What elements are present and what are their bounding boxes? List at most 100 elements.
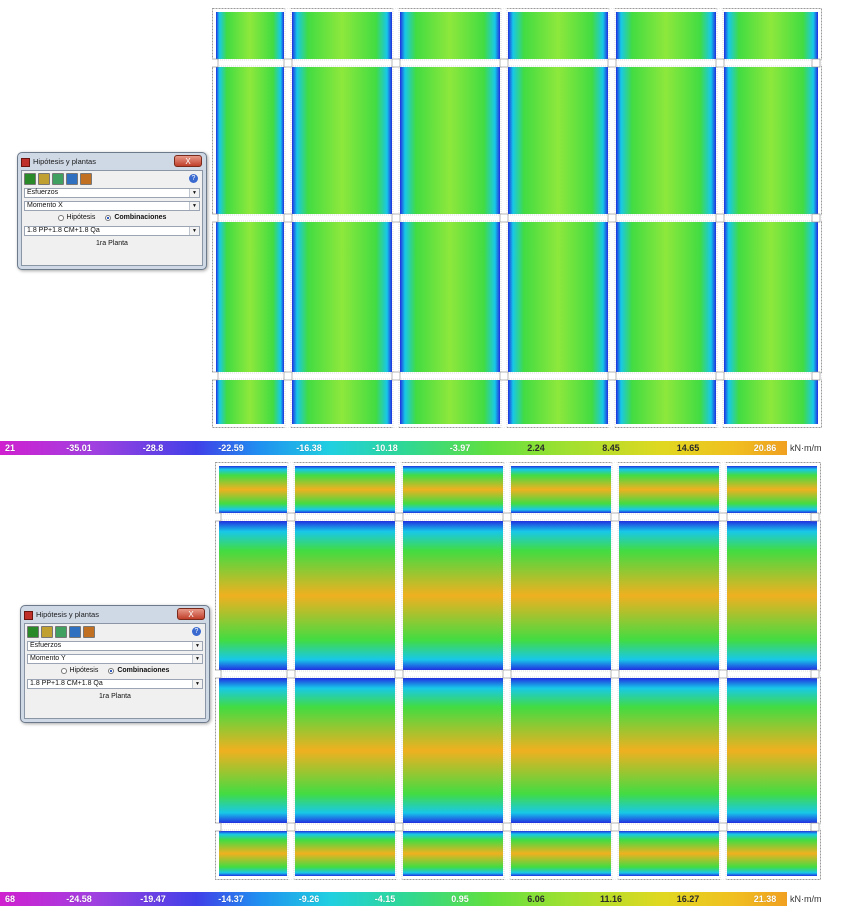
- colorbar-gradient: [0, 441, 787, 455]
- layers-icon[interactable]: [52, 173, 64, 185]
- column: [286, 512, 296, 522]
- beam-horizontal: [215, 823, 821, 831]
- gear-icon[interactable]: [24, 173, 36, 185]
- result-type-value: Esfuerzos: [30, 642, 62, 649]
- chevron-down-icon: ▼: [192, 642, 202, 650]
- slab-panel: [403, 831, 503, 876]
- pencil-icon[interactable]: [41, 626, 53, 638]
- slab-panel: [292, 12, 392, 59]
- slab-icon[interactable]: [66, 173, 78, 185]
- colorbar-tick-label: 0.95: [451, 894, 469, 904]
- column: [391, 371, 401, 381]
- column: [283, 58, 293, 68]
- column: [499, 213, 509, 223]
- dialog-body: ? Esfuerzos ▼ Momento X ▼ Hipótesis Comb…: [21, 170, 203, 266]
- help-icon[interactable]: ?: [189, 174, 198, 183]
- colorbar-tick-label: 11.16: [599, 894, 623, 904]
- radio-hypotheses[interactable]: Hipótesis: [57, 213, 95, 223]
- column: [718, 512, 728, 522]
- combination-select[interactable]: 1.8 PP+1.8 CM+1.8 Qa ▼: [27, 679, 203, 689]
- close-button[interactable]: X: [177, 608, 205, 620]
- beams: [215, 462, 821, 880]
- colorbar-tick-label: 6.06: [527, 894, 545, 904]
- slab-panel: [724, 222, 818, 372]
- column: [499, 371, 509, 381]
- colorbar-bottom: 68 -24.58 -19.47 -14.37 -9.26 -4.15 0.95 6.06 11…: [0, 892, 843, 906]
- column: [502, 669, 512, 679]
- column: [718, 669, 728, 679]
- column: [715, 58, 725, 68]
- component-select[interactable]: Momento X ▼: [24, 201, 200, 211]
- result-type-select[interactable]: Esfuerzos ▼: [24, 188, 200, 198]
- column: [212, 213, 219, 223]
- result-type-value: Esfuerzos: [27, 189, 59, 196]
- slab-panel: [219, 466, 287, 513]
- colorbar-tick-label: -35.01: [66, 443, 92, 453]
- pencil-icon[interactable]: [38, 173, 50, 185]
- beam-horizontal: [212, 372, 822, 380]
- column: [607, 371, 617, 381]
- slab-panel: [616, 67, 716, 214]
- combination-select[interactable]: 1.8 PP+1.8 CM+1.8 Qa ▼: [24, 226, 200, 236]
- dialog-titlebar[interactable]: Hipótesis y plantas: [24, 609, 99, 621]
- column: [811, 213, 821, 223]
- slab-moment-plot-top: [212, 8, 822, 428]
- beam-horizontal: [212, 214, 822, 222]
- layers-icon[interactable]: [55, 626, 67, 638]
- column: [715, 213, 725, 223]
- chevron-down-icon: ▼: [189, 227, 199, 235]
- column: [394, 512, 404, 522]
- beams: [212, 8, 822, 428]
- slab-panel: [216, 67, 284, 214]
- column: [283, 371, 293, 381]
- chevron-down-icon: ▼: [192, 655, 202, 663]
- column: [286, 669, 296, 679]
- colorbar-tick-label: -24.58: [66, 894, 92, 904]
- slab-panel: [295, 466, 395, 513]
- column: [394, 822, 404, 832]
- radio-combinations[interactable]: Combinaciones: [108, 666, 169, 676]
- colorbar-unit: kN·m/m: [790, 894, 822, 904]
- colorbar-tick-label: 68: [4, 894, 16, 904]
- slab-panel: [292, 380, 392, 424]
- colorbar-tick-label: 8.45: [602, 443, 620, 453]
- beam-horizontal: [212, 59, 822, 67]
- slab-panel: [727, 678, 817, 823]
- floor-label: 1ra Planta: [96, 240, 128, 247]
- hypotheses-dialog-top: Hipótesis y plantas X ? Esfuerzos ▼ Mome…: [17, 152, 207, 270]
- close-button[interactable]: X: [174, 155, 202, 167]
- slab-panel: [292, 67, 392, 214]
- slab-panel: [292, 222, 392, 372]
- result-type-select[interactable]: Esfuerzos ▼: [27, 641, 203, 651]
- gear-icon[interactable]: [27, 626, 39, 638]
- radio-label: Combinaciones: [114, 214, 167, 221]
- slab-panel: [616, 12, 716, 59]
- mode-radio-group: Hipótesis Combinaciones: [25, 666, 205, 676]
- slab-panel: [400, 12, 500, 59]
- slab-panel: [619, 466, 719, 513]
- help-icon[interactable]: ?: [192, 627, 201, 636]
- slab-panel: [619, 521, 719, 670]
- radio-combinations[interactable]: Combinaciones: [105, 213, 166, 223]
- dialog-title: Hipótesis y plantas: [36, 610, 99, 619]
- building-icon[interactable]: [83, 626, 95, 638]
- slab-panels: [219, 466, 817, 876]
- building-icon[interactable]: [80, 173, 92, 185]
- slab-panel: [616, 222, 716, 372]
- dialog-title: Hipótesis y plantas: [33, 157, 96, 166]
- app-icon: [24, 610, 33, 620]
- slab-icon[interactable]: [69, 626, 81, 638]
- column: [212, 371, 219, 381]
- beam-horizontal: [215, 670, 821, 678]
- colorbar-gradient: [0, 892, 787, 906]
- colorbar-tick-label: -10.18: [372, 443, 398, 453]
- radio-hypotheses[interactable]: Hipótesis: [60, 666, 98, 676]
- column: [715, 371, 725, 381]
- column: [391, 58, 401, 68]
- slab-panel: [727, 521, 817, 670]
- component-select[interactable]: Momento Y ▼: [27, 654, 203, 664]
- colorbar-tick-label: 2.24: [527, 443, 545, 453]
- slab-panel: [619, 831, 719, 876]
- moment-y-contour: [215, 462, 821, 880]
- dialog-titlebar[interactable]: Hipótesis y plantas: [21, 156, 96, 168]
